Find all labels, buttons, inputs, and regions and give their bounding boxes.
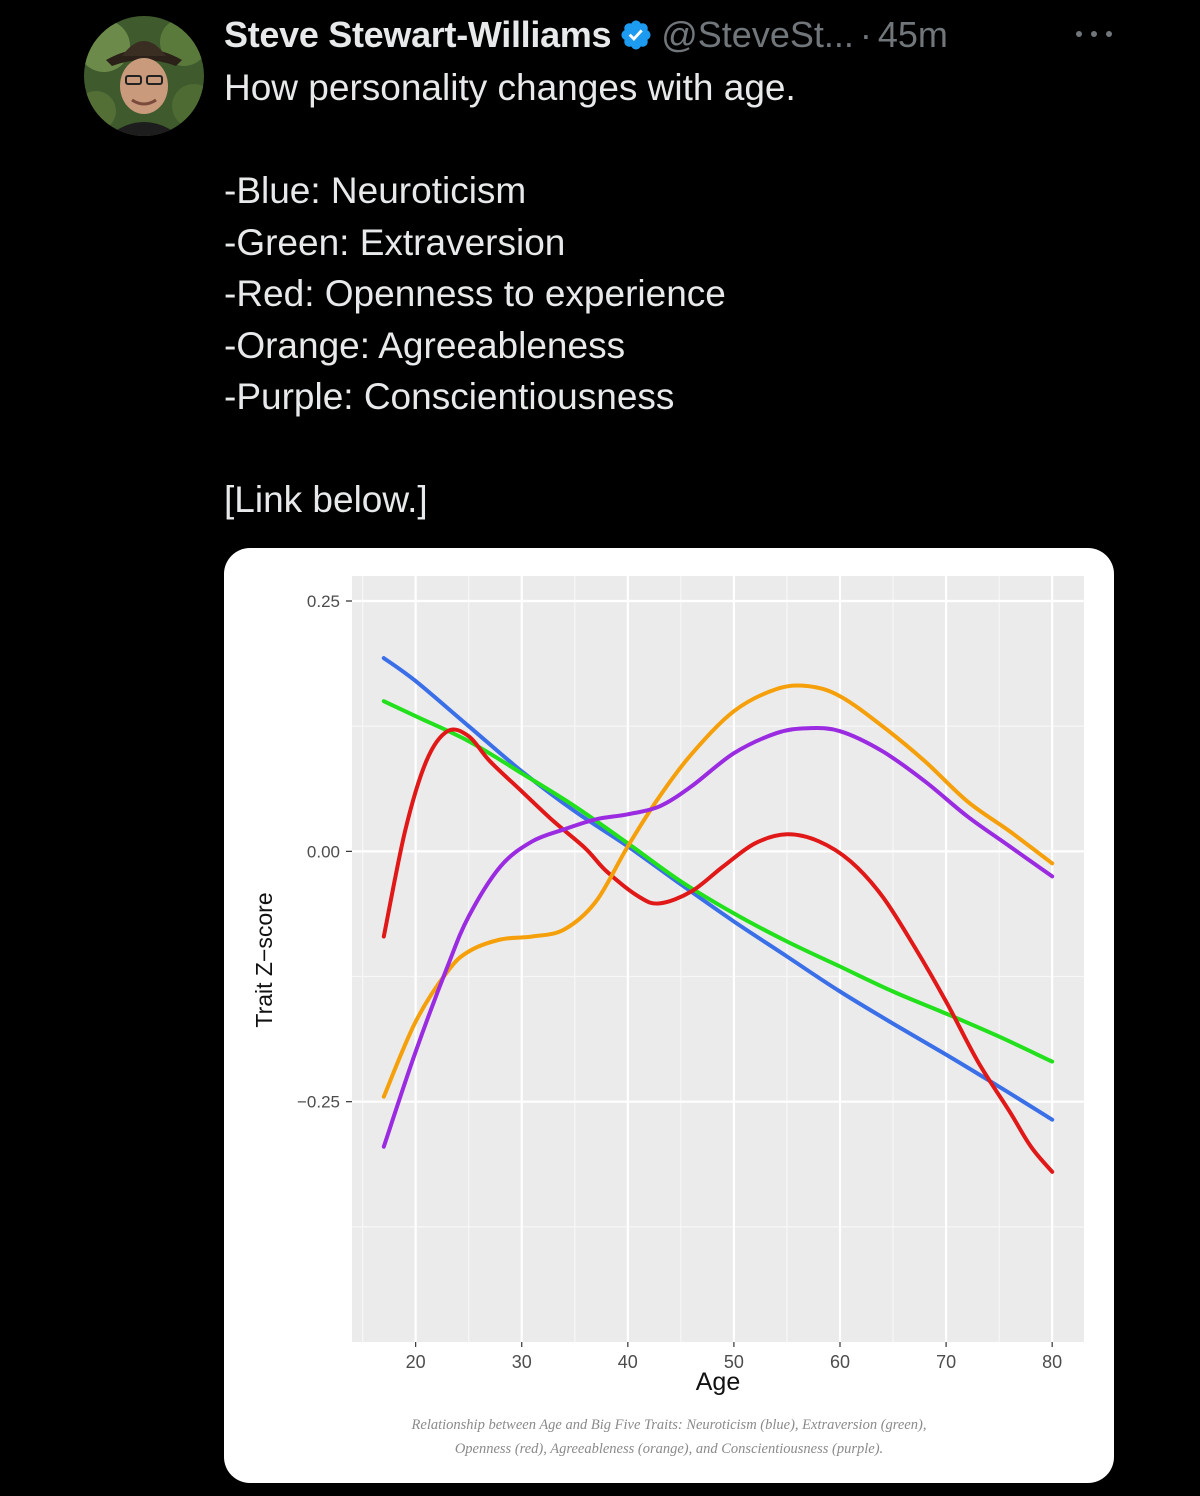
y-tick-label: 0.25: [307, 592, 340, 611]
x-tick-label: 60: [830, 1352, 850, 1372]
more-dot: [1106, 31, 1112, 37]
x-tick-label: 40: [618, 1352, 638, 1372]
display-name[interactable]: Steve Stewart-Williams: [224, 14, 612, 55]
user-handle[interactable]: @SteveSt...: [661, 14, 854, 55]
avatar[interactable]: [84, 16, 204, 136]
plot-panel: [352, 576, 1084, 1342]
tweet-text-line: -Blue: Neuroticism: [224, 170, 527, 211]
x-tick-label: 70: [936, 1352, 956, 1372]
chart-caption-line: Relationship between Age and Big Five Tr…: [411, 1417, 927, 1433]
series-line: [381, 726, 1055, 1149]
chart: 20 30 40 50 60 70 80 0.25 0.00 −0.25 Age Trait Z−…: [251, 576, 1084, 1457]
more-dot: [1091, 31, 1097, 37]
separator-dot: ·: [859, 14, 872, 55]
x-tick-label: 80: [1042, 1352, 1062, 1372]
tweet-text: How personality changes with age. -Blue:…: [224, 62, 1124, 526]
tweet-text-line: How personality changes with age.: [224, 67, 796, 108]
x-tick-label: 30: [512, 1352, 532, 1372]
y-axis-label: Trait Z−score: [251, 892, 277, 1027]
tweet-text-line: [Link below.]: [224, 479, 428, 520]
chart-caption-line: Openness (red), Agreeableness (orange), …: [455, 1441, 883, 1457]
tweet-text-line: -Purple: Conscientiousness: [224, 376, 675, 417]
tweet-text-line: -Orange: Agreeableness: [224, 324, 626, 366]
profile-photo-avatar: [84, 16, 204, 136]
tweet-text-line: -Green: Extraversion: [224, 221, 566, 263]
series-line: [381, 683, 1055, 1099]
y-tick-label: 0.00: [307, 842, 340, 861]
more-dot: [1076, 31, 1082, 37]
tweet-text-line: [224, 114, 1124, 166]
tweet-text-line: [224, 423, 1124, 475]
y-tick-label: −0.25: [297, 1093, 340, 1112]
tweet-text-line: -Red: Openness to experience: [224, 273, 726, 314]
tweet-media-card[interactable]: 20 30 40 50 60 70 80 0.25 0.00 −0.25 Age Trait Z−…: [224, 548, 1114, 1483]
tweet-header: Steve Stewart-Williams @SteveSt... · 45m: [224, 12, 948, 58]
verified-badge-icon[interactable]: [619, 18, 653, 52]
series-line: [381, 727, 1055, 1174]
series-line: [381, 656, 1055, 1122]
x-tick-label: 50: [724, 1352, 744, 1372]
x-axis-label: Age: [696, 1368, 740, 1396]
timestamp[interactable]: 45m: [877, 14, 948, 55]
more-options-icon[interactable]: [1076, 22, 1112, 46]
x-tick-label: 20: [406, 1352, 426, 1372]
